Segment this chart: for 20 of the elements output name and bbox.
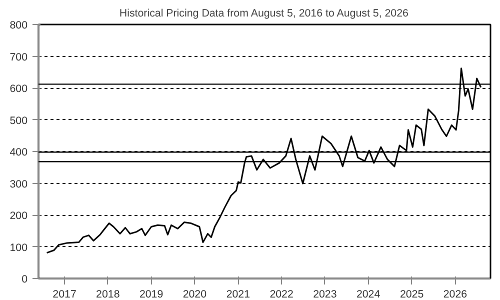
y-tick-label: 500 [10, 114, 28, 127]
y-tick-label: 800 [10, 20, 28, 32]
x-tick-label: 2024 [356, 288, 380, 300]
y-tick-label: 0 [22, 274, 28, 286]
x-tick-label: 2023 [313, 288, 337, 300]
y-tick-label: 100 [10, 242, 28, 254]
x-tick-label: 2026 [443, 288, 468, 300]
x-tick-label: 2022 [270, 288, 294, 300]
y-tick-label: 400 [10, 146, 28, 158]
x-tick-label: 2017 [52, 288, 76, 300]
y-tick-label: 300 [10, 178, 28, 190]
y-tick-label: 600 [10, 83, 28, 95]
y-tick-label: 200 [10, 210, 28, 222]
chart-title: Historical Pricing Data from August 5, 2016 to August 5, 2026 [119, 8, 409, 20]
x-tick-label: 2019 [139, 288, 164, 300]
x-tick-label: 2020 [182, 288, 207, 300]
x-tick-label: 2021 [226, 288, 250, 300]
x-tick-label: 2018 [96, 288, 120, 300]
y-tick-label: 700 [10, 51, 28, 64]
x-tick-label: 2025 [400, 288, 424, 300]
